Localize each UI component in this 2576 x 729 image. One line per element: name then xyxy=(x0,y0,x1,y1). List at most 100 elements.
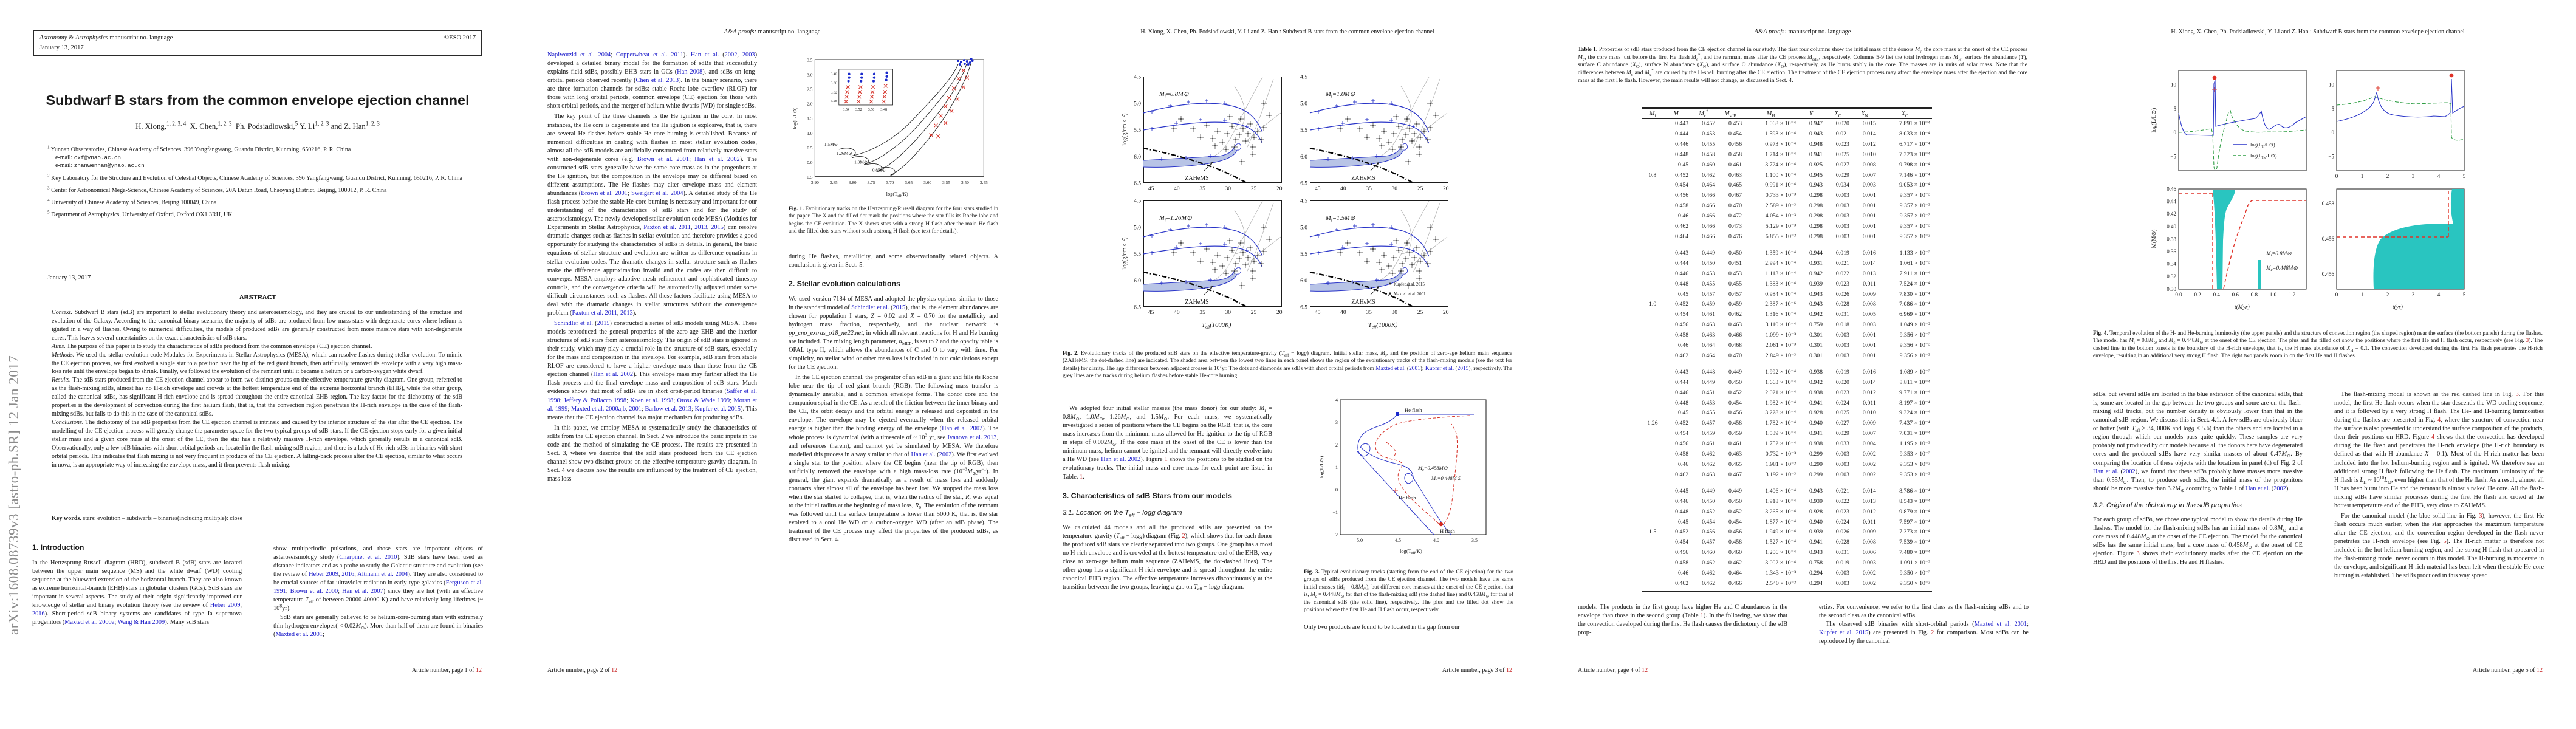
paper-title: Subdwarf B stars from the common envelop… xyxy=(46,92,470,108)
fig1-ylabel: log(L/L⊙) xyxy=(792,108,798,129)
svg-text:0.458: 0.458 xyxy=(2322,200,2335,207)
p5-right-para-2: For the canonical model (the blue solid … xyxy=(2334,512,2544,580)
page-2: A&A proofs: manuscript no. language Napi… xyxy=(515,0,1030,729)
svg-text:10: 10 xyxy=(2171,82,2177,88)
affiliation-3: 3 Center for Astronomical Mega-Science, … xyxy=(47,185,387,194)
section-3-heading: 3. Characteristics of sdB Stars from our… xyxy=(1063,491,1232,500)
svg-text:0: 0 xyxy=(1335,487,1338,493)
svg-text:30: 30 xyxy=(1225,310,1231,316)
fig2-panel2-label: Mi=1.0M⊙ xyxy=(1325,91,1355,99)
svg-text:25: 25 xyxy=(1417,310,1423,316)
page2-left-column: Napiwotzki et al. 2004; Copperwheat et a… xyxy=(547,51,757,659)
manuscript-header-date: January 13, 2017 xyxy=(39,44,84,51)
svg-text:0: 0 xyxy=(2332,129,2335,135)
page-3: H. Xiong, X. Chen, Ph. Podsiadlowski, Y.… xyxy=(1030,0,1546,729)
fig2-panel1-label: Mi=0.8M⊙ xyxy=(1159,91,1189,99)
col-y: Y xyxy=(1798,109,1825,119)
svg-text:4.0: 4.0 xyxy=(1433,538,1439,543)
table1-header-row: Mi Mc Mc* MsdB MH Y XC XN XO xyxy=(1642,109,1932,119)
submission-date: January 13, 2017 xyxy=(47,275,91,281)
svg-text:20: 20 xyxy=(1443,310,1449,316)
svg-text:0.2: 0.2 xyxy=(2194,292,2201,298)
svg-text:2: 2 xyxy=(1335,442,1338,448)
page2-running-head: A&A proofs: manuscript no. language xyxy=(724,29,821,35)
section-1-heading: 1. Introduction xyxy=(32,543,84,552)
svg-text:4.5: 4.5 xyxy=(1134,199,1141,205)
svg-text:0.44: 0.44 xyxy=(2167,199,2176,205)
svg-text:6.0: 6.0 xyxy=(1134,154,1141,160)
svg-text:3: 3 xyxy=(2412,292,2415,298)
fig2-caption: Fig. 2. Evolutionary tracks of the produ… xyxy=(1063,351,1513,380)
svg-text:0.38: 0.38 xyxy=(2167,236,2176,242)
page-5: H. Xiong, X. Chen, Ph. Podsiadlowski, Y.… xyxy=(2061,0,2576,729)
authors-line: H. Xiong,1, 2, 3, 4 X. Chen,1, 2, 3 Ph. … xyxy=(135,120,380,131)
fig3-heflash-mid-label: He flash xyxy=(1399,495,1416,501)
svg-text:30: 30 xyxy=(1392,310,1398,316)
svg-text:45: 45 xyxy=(1148,186,1154,192)
svg-text:6.5: 6.5 xyxy=(1134,181,1141,187)
svg-text:40: 40 xyxy=(1340,186,1346,192)
svg-text:1: 1 xyxy=(2361,173,2364,179)
page4-right-column: erties. For convenience, we refer to the… xyxy=(1819,603,2029,659)
svg-text:4: 4 xyxy=(1335,397,1338,403)
fig4-xlabel-yr: t(yr) xyxy=(2393,304,2403,310)
fig2-panel4-label: Mi=1.5M⊙ xyxy=(1325,215,1355,223)
p2-left-para-4: In this paper, we employ MESA to systema… xyxy=(547,424,757,483)
svg-text:3.5: 3.5 xyxy=(1471,538,1478,543)
svg-text:3.36: 3.36 xyxy=(831,81,837,85)
fig1-label-1p26: 1.26M⊙ xyxy=(837,151,852,156)
fig4-ann-mi: Mi=0.8M⊙ xyxy=(2266,250,2292,258)
svg-text:5.5: 5.5 xyxy=(1300,128,1307,134)
abstract-conclusions: Conclusions. The dichotomy of the sdB pr… xyxy=(52,419,462,468)
fig3-caption: Fig. 3. Typical evolutionary tracks (sta… xyxy=(1304,569,1513,614)
svg-text:3.50: 3.50 xyxy=(961,180,969,185)
figure-1: 3.5 3.0 2.5 2.0 1.5 1.0 0.5 0.0 −0.5 3.90 3.85 3.8… xyxy=(789,51,998,236)
fig1-caption: Fig. 1. Evolutionary tracks on the Hertz… xyxy=(789,206,998,235)
col-mc: Mc xyxy=(1663,109,1691,119)
abstract: Context. Subdwarf B stars (sdB) are impo… xyxy=(52,309,462,470)
page4-left-column: models. The products in the first group … xyxy=(1578,603,1787,648)
svg-text:6.0: 6.0 xyxy=(1300,154,1307,160)
svg-text:6.0: 6.0 xyxy=(1134,278,1141,284)
svg-text:6.5: 6.5 xyxy=(1134,305,1141,311)
page5-running-head: H. Xiong, X. Chen, Ph. Podsiadlowski, Y.… xyxy=(2171,29,2465,35)
fig4-ylabel-top: log(L/L⊙) xyxy=(2151,108,2157,133)
svg-text:35: 35 xyxy=(1366,186,1372,192)
page1-left-column: 1. Introduction In the Hertzsprung-Russe… xyxy=(32,542,242,659)
p3-left-para-2: We calculated 44 models and all the prod… xyxy=(1063,524,1272,592)
page-1: Astronomy & Astrophysics manuscript no. … xyxy=(0,0,515,729)
col-xn: XN xyxy=(1851,109,1878,119)
svg-text:25: 25 xyxy=(1417,186,1423,192)
svg-text:40: 40 xyxy=(1340,310,1346,316)
svg-text:0.32: 0.32 xyxy=(2167,273,2176,279)
svg-text:3.40: 3.40 xyxy=(831,73,837,77)
svg-text:0.8: 0.8 xyxy=(2251,292,2258,298)
fig4-legend-lhe: log(LHe/L⊙) xyxy=(2250,152,2277,160)
svg-text:3.5: 3.5 xyxy=(807,58,813,63)
p5-right-para-1: The flash-mixing model is shown as the r… xyxy=(2334,391,2544,509)
svg-text:3.54: 3.54 xyxy=(843,108,849,112)
svg-text:3.28: 3.28 xyxy=(831,100,837,103)
section-32-heading: 3.2. Origin of the dichotomy in the sdB … xyxy=(2093,501,2242,509)
svg-text:−5: −5 xyxy=(2328,154,2334,160)
page1-right-column: show multiperiodic pulsations, and those… xyxy=(273,545,483,659)
fig2-legend-kupfer: Kupfer et al. 2015 xyxy=(1394,282,1425,287)
svg-text:45: 45 xyxy=(1315,186,1321,192)
fig2-ylabel-row2: log(g/cm s−2) xyxy=(1121,237,1128,269)
svg-text:25: 25 xyxy=(1251,310,1257,316)
svg-text:4: 4 xyxy=(2437,292,2441,298)
fig4-ylabel-bottom: M(M⊙) xyxy=(2151,229,2157,248)
p4-below-left: models. The products in the first group … xyxy=(1578,604,1787,637)
svg-text:0: 0 xyxy=(2335,292,2338,298)
svg-text:20: 20 xyxy=(1276,186,1283,192)
intro-paragraph-right-1: show multiperiodic pulsations, and those… xyxy=(273,546,483,612)
svg-text:0.6: 0.6 xyxy=(2232,292,2239,298)
p2-right-para-1: We used version 7184 of MESA and adopted… xyxy=(789,295,998,371)
svg-text:5.5: 5.5 xyxy=(1300,252,1307,258)
svg-text:35: 35 xyxy=(1199,310,1205,316)
svg-text:1: 1 xyxy=(1335,465,1338,470)
fig3-xlabel: log(Teff/K) xyxy=(1400,548,1422,555)
affiliation-1: 1 Yunnan Observatories, Chinese Academy … xyxy=(47,145,351,169)
